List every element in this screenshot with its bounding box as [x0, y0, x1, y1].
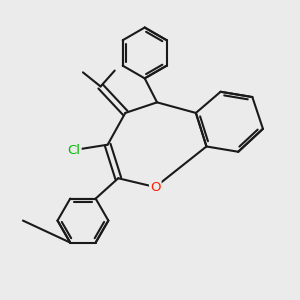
Text: O: O — [150, 181, 160, 194]
Text: Cl: Cl — [68, 143, 81, 157]
